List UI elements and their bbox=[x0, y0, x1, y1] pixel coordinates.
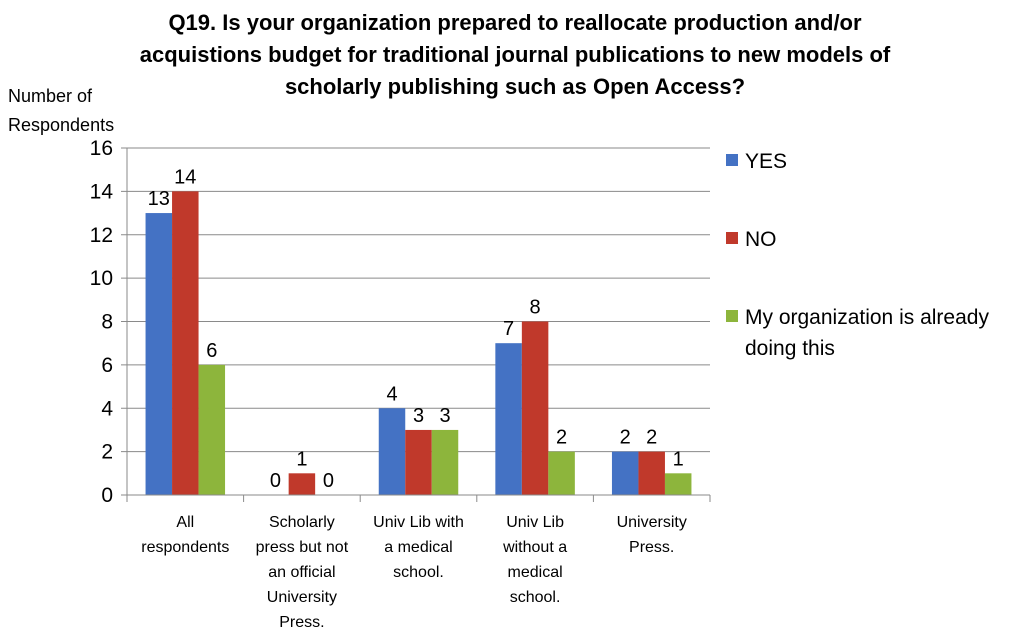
category-label-line: Univ Lib bbox=[506, 514, 564, 531]
y-tick-label: 12 bbox=[90, 224, 113, 247]
bar bbox=[548, 451, 575, 495]
data-label: 1 bbox=[296, 448, 307, 470]
category-label: Univ Lib with a medical school. bbox=[373, 514, 464, 581]
category-label-line: Univ Lib with bbox=[373, 514, 464, 531]
data-label: 7 bbox=[503, 318, 514, 340]
legend-swatch bbox=[726, 310, 738, 322]
data-label: 0 bbox=[270, 470, 281, 492]
data-label: 2 bbox=[646, 427, 657, 449]
legend-entry: doing this bbox=[745, 337, 835, 360]
category-label-line: respondents bbox=[141, 539, 229, 556]
category-label: All respondents bbox=[141, 514, 229, 556]
category-labels: All respondents Scholarly press but not an o… bbox=[141, 514, 687, 631]
category-label-line: press but not bbox=[256, 539, 349, 556]
data-label: 2 bbox=[556, 427, 567, 449]
legend-entry: My organization is already bbox=[745, 306, 989, 329]
y-axis-label-line: Respondents bbox=[8, 115, 114, 135]
y-axis-ticks: 0 2 4 6 8 10 12 14 16 bbox=[90, 137, 127, 507]
y-tick-label: 6 bbox=[101, 354, 113, 377]
chart-title-line: Q19. Is your organization prepared to re… bbox=[168, 10, 862, 35]
legend-swatch bbox=[726, 232, 738, 244]
data-label: 3 bbox=[439, 405, 450, 427]
bar bbox=[664, 473, 692, 495]
category-label-line: Scholarly bbox=[269, 514, 335, 531]
bar bbox=[198, 364, 226, 495]
y-tick-label: 2 bbox=[101, 441, 113, 464]
bar bbox=[378, 408, 406, 495]
data-label: 0 bbox=[323, 470, 334, 492]
category-label-line: University bbox=[617, 514, 687, 531]
bar bbox=[521, 321, 549, 495]
bar bbox=[495, 343, 522, 495]
bars bbox=[145, 191, 692, 495]
data-label: 14 bbox=[174, 166, 196, 188]
bar bbox=[288, 473, 316, 495]
data-label: 8 bbox=[530, 297, 541, 319]
bar bbox=[405, 429, 432, 495]
category-label: Scholarly press but not an official Univers… bbox=[256, 514, 349, 631]
y-tick-label: 0 bbox=[101, 484, 113, 507]
category-label-line: without a bbox=[502, 539, 567, 556]
bar bbox=[611, 451, 639, 495]
category-label-line: University bbox=[267, 589, 337, 606]
bar bbox=[431, 429, 459, 495]
bar bbox=[145, 213, 173, 495]
data-label: 3 bbox=[413, 405, 424, 427]
y-axis-label-line: Number of bbox=[8, 86, 93, 106]
data-label: 1 bbox=[673, 448, 684, 470]
category-label-line: school. bbox=[510, 589, 561, 606]
axes bbox=[126, 148, 711, 502]
y-tick-label: 16 bbox=[90, 137, 113, 160]
data-label: 13 bbox=[148, 188, 170, 210]
y-tick-label: 10 bbox=[90, 267, 113, 290]
y-tick-label: 4 bbox=[101, 397, 113, 420]
legend-entry: NO bbox=[745, 228, 777, 251]
category-label-line: Press. bbox=[629, 539, 674, 556]
data-label: 4 bbox=[386, 383, 397, 405]
bar bbox=[638, 451, 665, 495]
category-label-line: a medical bbox=[384, 539, 452, 556]
chart-title-line: acquistions budget for traditional journ… bbox=[140, 42, 891, 67]
category-label: University Press. bbox=[617, 514, 687, 556]
bar bbox=[172, 191, 199, 495]
legend-swatch bbox=[726, 154, 738, 166]
legend-entry: YES bbox=[745, 150, 787, 173]
data-label: 2 bbox=[620, 427, 631, 449]
category-label-line: medical bbox=[508, 564, 563, 581]
legend: YES NO My organization is already doing thi… bbox=[726, 150, 989, 360]
y-tick-label: 8 bbox=[101, 311, 113, 334]
category-label: Univ Lib without a medical school. bbox=[502, 514, 567, 606]
y-tick-label: 14 bbox=[90, 180, 114, 203]
category-label-line: Press. bbox=[279, 614, 324, 631]
category-label-line: an official bbox=[268, 564, 335, 581]
data-label: 6 bbox=[206, 340, 217, 362]
chart-title: Q19. Is your organization prepared to re… bbox=[140, 10, 891, 99]
category-label-line: All bbox=[176, 514, 194, 531]
category-label-line: school. bbox=[393, 564, 444, 581]
y-axis-label: Number of Respondents bbox=[8, 86, 114, 135]
chart-title-line: scholarly publishing such as Open Access… bbox=[285, 74, 745, 99]
